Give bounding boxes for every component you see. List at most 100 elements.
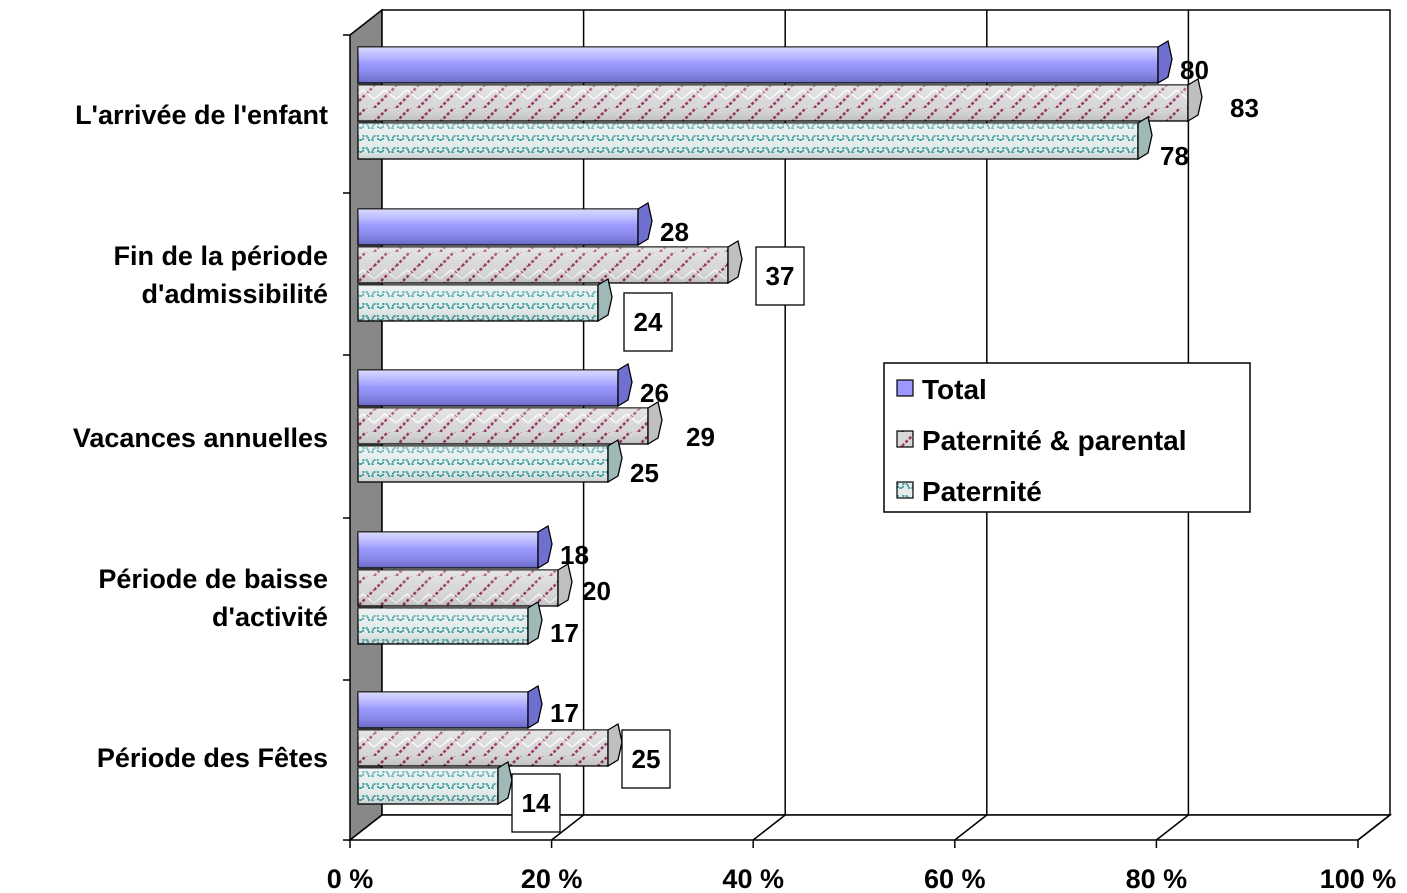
value-label: 26: [640, 378, 669, 408]
value-label: 17: [550, 698, 579, 728]
value-label: 24: [634, 307, 663, 337]
bar: [357, 524, 553, 570]
x-tick-label: 60 %: [924, 864, 986, 893]
bar: [357, 115, 1153, 161]
bar: [357, 362, 633, 408]
legend-label-paternite-parental: Paternité & parental: [922, 425, 1187, 456]
floor-gridline: [954, 814, 988, 841]
bar-shade: [358, 85, 1188, 121]
category-label: Période de baisse: [98, 564, 328, 594]
value-label: 37: [766, 261, 795, 291]
x-tick-label: 0 %: [327, 864, 374, 893]
legend: Total Paternité & parental Paternité: [883, 362, 1251, 513]
bar: [357, 201, 653, 247]
legend-swatch-paternite: [896, 481, 914, 499]
bar-shade: [358, 570, 558, 606]
value-label-box: [755, 246, 805, 306]
value-labels: 80 28 26 18 17 83 37 29 20 25 78 24 25 17 14: [511, 55, 1259, 833]
bars: [357, 39, 1203, 806]
bar-shade: [358, 692, 528, 728]
legend-item-total: Total: [896, 374, 987, 405]
bar-shade: [358, 123, 1138, 159]
bar: [357, 562, 573, 608]
floor-gridline: [752, 814, 786, 841]
bar-cap: [1157, 39, 1173, 85]
x-tick-label: 100 %: [1320, 864, 1397, 893]
value-label: 18: [560, 540, 589, 570]
value-label: 28: [660, 217, 689, 247]
bar-cap: [557, 562, 573, 608]
bar-cap: [647, 400, 663, 446]
bar: [357, 400, 663, 446]
bar-cap: [727, 239, 743, 285]
x-tick-label: 40 %: [722, 864, 784, 893]
bar-shade: [358, 768, 498, 804]
value-label-box: [511, 773, 561, 833]
floor-gridline: [1155, 814, 1189, 841]
bar-cap: [497, 760, 513, 806]
bar: [357, 600, 543, 646]
axes: [343, 34, 1359, 848]
bar-cap: [527, 684, 543, 730]
x-tick-label: 20 %: [521, 864, 583, 893]
category-label: L'arrivée de l'enfant: [75, 100, 328, 130]
bar-shade: [358, 47, 1158, 83]
category-label: Fin de la période: [113, 241, 328, 271]
floor: [347, 814, 1393, 841]
bar: [357, 760, 513, 806]
bar-cap: [597, 277, 613, 323]
category-label: d'admissibilité: [142, 279, 328, 309]
x-tick-label: 80 %: [1126, 864, 1188, 893]
value-label: 29: [686, 422, 715, 452]
value-label: 80: [1180, 55, 1209, 85]
floor-gridline: [551, 814, 585, 841]
value-label: 14: [522, 788, 551, 818]
floor-gridline: [1357, 814, 1391, 841]
legend-item-paternite: Paternité: [896, 476, 1042, 507]
value-label-box: [621, 729, 671, 789]
bar-cap: [527, 600, 543, 646]
bar-shade: [358, 209, 638, 245]
bar-shade: [358, 730, 608, 766]
bar: [357, 39, 1173, 85]
bar: [357, 277, 613, 323]
legend-item-paternite-parental: Paternité & parental: [896, 425, 1187, 456]
legend-swatch-paternite-parental: [896, 430, 914, 448]
x-tick-labels: 0 % 20 % 40 % 60 % 80 % 100 %: [327, 864, 1397, 893]
bar: [357, 77, 1203, 123]
bar-cap: [607, 438, 623, 484]
bar-shade: [358, 532, 538, 568]
legend-box: [883, 362, 1251, 513]
bar: [357, 438, 623, 484]
bar-shade: [358, 608, 528, 644]
value-label: 20: [582, 576, 611, 606]
value-label: 17: [550, 618, 579, 648]
bar-shade: [358, 247, 728, 283]
legend-label-paternite: Paternité: [922, 476, 1042, 507]
legend-label-total: Total: [922, 374, 987, 405]
bar-cap: [1187, 77, 1203, 123]
value-label: 83: [1230, 93, 1259, 123]
bar-cap: [1137, 115, 1153, 161]
category-label: d'activité: [212, 602, 328, 632]
legend-swatch-total: [896, 379, 914, 397]
value-label-box: [623, 292, 673, 352]
bar-shade: [358, 408, 648, 444]
category-label: Période des Fêtes: [97, 743, 328, 773]
bar-shade: [358, 446, 608, 482]
value-label: 78: [1160, 141, 1189, 171]
bar-cap: [607, 722, 623, 768]
bar: [357, 239, 743, 285]
category-label: Vacances annuelles: [73, 423, 328, 453]
category-labels: L'arrivée de l'enfant Fin de la période d'…: [73, 100, 328, 773]
bar-cap: [637, 201, 653, 247]
bar-shade: [358, 370, 618, 406]
bar-cap: [537, 524, 553, 570]
bar: [357, 684, 543, 730]
value-label: 25: [630, 458, 659, 488]
bar-cap: [617, 362, 633, 408]
bar: [357, 722, 623, 768]
value-label: 25: [632, 744, 661, 774]
bar-shade: [358, 285, 598, 321]
